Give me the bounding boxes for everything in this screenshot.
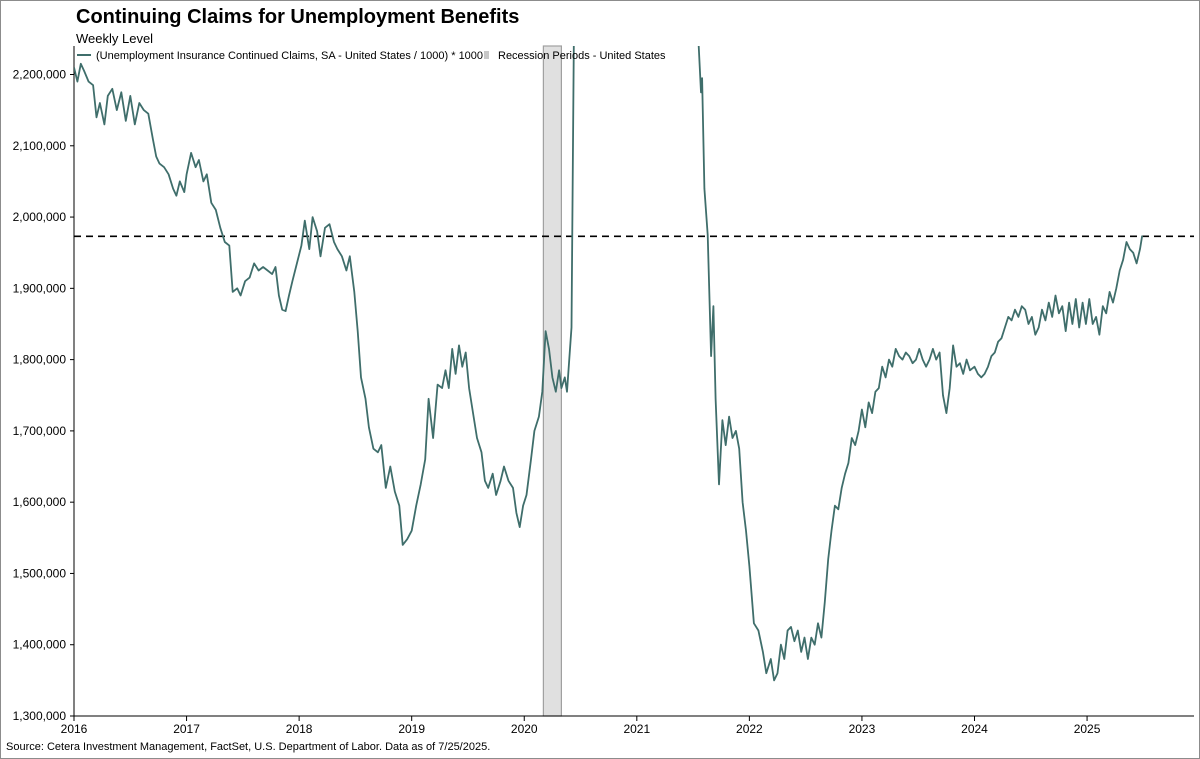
series-line-0 <box>74 46 575 546</box>
x-tick-label: 2024 <box>961 722 988 736</box>
y-tick-label: 2,200,000 <box>13 68 67 82</box>
legend: (Unemployment Insurance Continued Claims… <box>77 50 666 62</box>
x-tick-label: 2022 <box>736 722 763 736</box>
x-tick-label: 2018 <box>286 722 313 736</box>
y-tick-label: 1,600,000 <box>13 495 67 509</box>
x-tick-label: 2025 <box>1074 722 1101 736</box>
y-tick-layer: 1,300,000 1,400,000 1,500,000 1,600,000 1,70… <box>13 68 74 723</box>
x-tick-label: 2017 <box>173 722 200 736</box>
axis-layer <box>73 46 1194 717</box>
x-tick-label: 2019 <box>398 722 425 736</box>
y-tick-label: 1,900,000 <box>13 281 67 295</box>
legend-label-series: (Unemployment Insurance Continued Claims… <box>96 50 483 62</box>
series-layer <box>74 46 1144 682</box>
y-tick-label: 1,400,000 <box>13 638 67 652</box>
x-tick-label: 2021 <box>623 722 650 736</box>
y-tick-label: 1,800,000 <box>13 353 67 367</box>
y-tick-label: 1,700,000 <box>13 424 67 438</box>
series-segment-0 <box>74 46 575 546</box>
chart-title: Continuing Claims for Unemployment Benef… <box>76 6 520 28</box>
y-tick-label: 1,500,000 <box>13 566 67 580</box>
x-tick-label: 2020 <box>511 722 538 736</box>
legend-bar-swatch <box>484 51 489 59</box>
x-tick-label: 2023 <box>849 722 876 736</box>
series-segment-1 <box>697 46 1144 682</box>
x-tick-label: 2016 <box>61 722 88 736</box>
series-line-1 <box>697 46 1144 682</box>
y-tick-label: 2,100,000 <box>13 139 67 153</box>
x-tick-layer: 2016 2017 2018 2019 2020 2021 2022 2023 2024 2025 <box>61 716 1101 736</box>
chart-subtitle: Weekly Level <box>76 31 154 46</box>
source-note: Source: Cetera Investment Management, Fa… <box>6 741 491 753</box>
y-tick-label: 2,000,000 <box>13 210 67 224</box>
y-tick-label: 1,300,000 <box>13 709 67 723</box>
legend-label-recession: Recession Periods - United States <box>498 50 666 62</box>
